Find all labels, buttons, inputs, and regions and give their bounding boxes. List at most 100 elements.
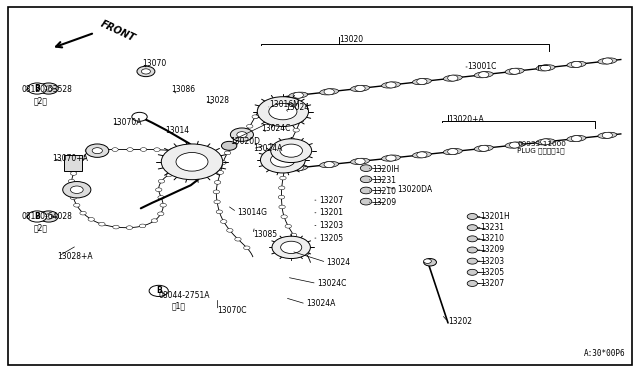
Circle shape [75,163,81,167]
Circle shape [258,106,264,110]
Circle shape [213,190,220,194]
Ellipse shape [319,161,339,168]
Circle shape [99,148,105,151]
Circle shape [355,158,365,164]
Text: 13203: 13203 [480,257,504,266]
Circle shape [467,269,477,275]
Text: 08044-2751A: 08044-2751A [159,291,210,300]
Text: 13207: 13207 [319,196,343,205]
Circle shape [221,220,227,224]
Circle shape [230,128,253,141]
Circle shape [282,166,288,170]
Text: 13024C: 13024C [261,124,291,133]
Circle shape [156,188,162,192]
Ellipse shape [289,92,308,98]
Ellipse shape [536,65,555,71]
Circle shape [297,119,303,122]
Circle shape [239,134,245,137]
Text: B: B [35,84,40,93]
Circle shape [324,89,334,95]
Circle shape [227,228,233,232]
Circle shape [39,83,58,94]
Ellipse shape [351,158,369,164]
Circle shape [289,138,295,141]
Circle shape [191,165,197,169]
Circle shape [160,203,166,207]
Circle shape [285,224,291,228]
Circle shape [283,157,289,160]
Ellipse shape [505,68,524,74]
Text: A:30*00P6: A:30*00P6 [584,349,626,358]
Circle shape [602,58,612,64]
Ellipse shape [598,132,617,138]
Circle shape [246,124,253,128]
Circle shape [214,200,220,204]
Circle shape [140,224,146,228]
Circle shape [386,82,396,88]
Ellipse shape [381,82,401,88]
Circle shape [417,78,427,84]
Circle shape [572,136,582,142]
Circle shape [68,187,75,191]
Ellipse shape [412,152,431,158]
Circle shape [324,161,334,167]
Circle shape [360,165,372,171]
Ellipse shape [536,139,555,145]
Circle shape [278,195,285,199]
Circle shape [360,187,372,194]
Text: 13209: 13209 [372,198,397,207]
Circle shape [386,155,396,161]
Circle shape [479,145,489,151]
Circle shape [257,97,308,126]
Ellipse shape [351,85,369,92]
Circle shape [417,152,427,158]
Ellipse shape [319,89,339,95]
Circle shape [448,75,458,81]
Circle shape [540,65,550,71]
Text: 13028: 13028 [205,96,229,105]
Circle shape [86,144,109,157]
Text: 13024A: 13024A [306,299,335,308]
Circle shape [70,186,83,193]
Text: FRONT: FRONT [99,19,137,44]
Circle shape [252,115,259,119]
Circle shape [424,259,436,266]
Ellipse shape [381,155,401,161]
Ellipse shape [567,135,586,142]
Text: 13205: 13205 [319,234,343,243]
Circle shape [126,226,132,230]
Circle shape [217,171,223,174]
Text: 13207: 13207 [480,279,504,288]
Circle shape [271,153,295,167]
Circle shape [280,176,286,180]
Circle shape [154,148,160,151]
Text: 13201H: 13201H [480,212,509,221]
Circle shape [260,147,305,173]
Circle shape [80,211,86,215]
Circle shape [360,176,372,183]
Circle shape [137,66,155,77]
Circle shape [92,148,102,154]
Circle shape [291,233,297,237]
Text: 13202: 13202 [448,317,472,326]
Text: 13001C: 13001C [467,62,497,71]
Circle shape [467,214,477,219]
Circle shape [303,251,309,255]
Text: 13070: 13070 [142,59,166,68]
Circle shape [157,212,164,216]
Circle shape [169,149,175,153]
Text: B: B [35,212,40,221]
Circle shape [540,139,550,145]
Circle shape [176,153,208,171]
Circle shape [149,285,168,296]
Circle shape [166,173,172,177]
Text: 13086: 13086 [172,85,196,94]
Circle shape [214,180,221,184]
Circle shape [202,161,208,164]
Text: 13028+A: 13028+A [58,252,93,261]
Text: 13201: 13201 [319,208,343,217]
Circle shape [301,110,307,113]
Circle shape [467,258,477,264]
Circle shape [467,225,477,231]
Circle shape [269,103,297,120]
